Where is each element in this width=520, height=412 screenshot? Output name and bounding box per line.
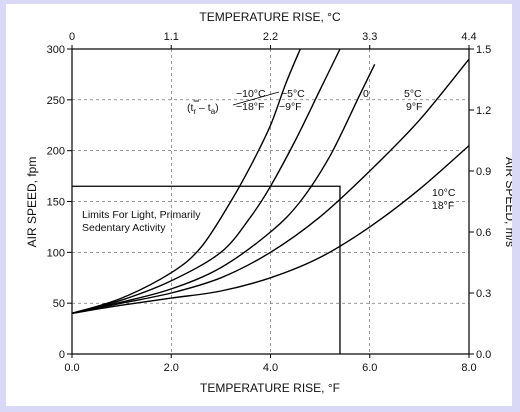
curve-label-neg10c: −10°C [236, 88, 266, 100]
y-left-tick-label: 100 [47, 247, 65, 259]
curve-label-9f: 9°F [406, 101, 422, 113]
curve-label-18f: 18°F [432, 200, 454, 212]
notation-sub-a: a [211, 107, 216, 116]
y-left-tick-label: 250 [47, 95, 65, 107]
y-left-tick-label: 150 [47, 197, 65, 209]
curve-label-0c: 0 [363, 88, 369, 100]
right-axis-title: AIR SPEED, m/s [503, 157, 512, 247]
notation-sub-r: r [193, 107, 196, 116]
y-left-tick-label: 200 [47, 146, 65, 158]
notation-minus: – t [196, 102, 211, 114]
air-speed-chart: 0.0 2.0 4.0 6.0 8.0 0 1.1 2.2 3.3 4.4 0 50 100 150 200… [25, 10, 512, 395]
y-right-tick-label: 0.6 [476, 227, 491, 239]
curve-label-10c: 10°C [432, 187, 456, 199]
y-right-tick-label: 0.9 [476, 166, 491, 178]
ticks: 0.0 2.0 4.0 6.0 8.0 0 1.1 2.2 3.3 4.4 0 50 100 150 200… [47, 31, 492, 374]
y-right-tick-label: 0.3 [476, 288, 491, 300]
y-left-tick-label: 50 [53, 298, 65, 310]
series-line-3 [71, 58, 470, 315]
top-axis-title: TEMPERATURE RISE, °C [199, 10, 341, 24]
x-bottom-tick-label: 8.0 [461, 362, 476, 374]
notation-close: ) [215, 102, 219, 114]
series-line-4 [71, 145, 470, 315]
series-line-0 [71, 48, 301, 315]
limit-box-group [72, 185, 341, 354]
x-bottom-tick-label: 6.0 [362, 362, 377, 374]
x-top-tick-label: 1.1 [164, 31, 179, 43]
curves [71, 48, 470, 315]
bottom-axis-title: TEMPERATURE RISE, °F [200, 381, 340, 395]
notation-open: (t [187, 102, 193, 114]
limits-label-line1: Limits For Light, Primarily [82, 209, 201, 221]
series-line-2 [71, 63, 376, 315]
y-right-tick-label: 1.5 [476, 44, 491, 56]
x-bottom-tick-label: 4.0 [263, 362, 278, 374]
y-right-tick-label: 1.2 [476, 105, 491, 117]
chart-frame: 0.0 2.0 4.0 6.0 8.0 0 1.1 2.2 3.3 4.4 0 50 100 150 200… [6, 4, 512, 406]
notation-leader-line [232, 91, 280, 106]
temperature-difference-notation: (tr – ta) [187, 102, 219, 116]
curve-label-neg9f: −9°F [279, 101, 302, 113]
limit-box [72, 185, 341, 354]
left-axis-title: AIR SPEED, fpm [25, 157, 39, 248]
limits-label-line2: Sedentary Activity [82, 222, 166, 234]
y-right-tick-label: 0.0 [476, 349, 491, 361]
y-left-tick-label: 0 [59, 349, 65, 361]
x-top-tick-label: 4.4 [461, 31, 476, 43]
x-top-tick-label: 2.2 [263, 31, 278, 43]
x-top-tick-label: 0 [69, 31, 75, 43]
curve-label-neg18f: −18°F [236, 101, 264, 113]
y-left-tick-label: 300 [47, 44, 65, 56]
curve-label-5c: 5°C [404, 88, 422, 100]
curve-label-neg5c: −5°C [281, 88, 305, 100]
x-bottom-tick-label: 2.0 [164, 362, 179, 374]
series-line-1 [71, 48, 341, 315]
x-bottom-tick-label: 0.0 [64, 362, 79, 374]
x-top-tick-label: 3.3 [362, 31, 377, 43]
